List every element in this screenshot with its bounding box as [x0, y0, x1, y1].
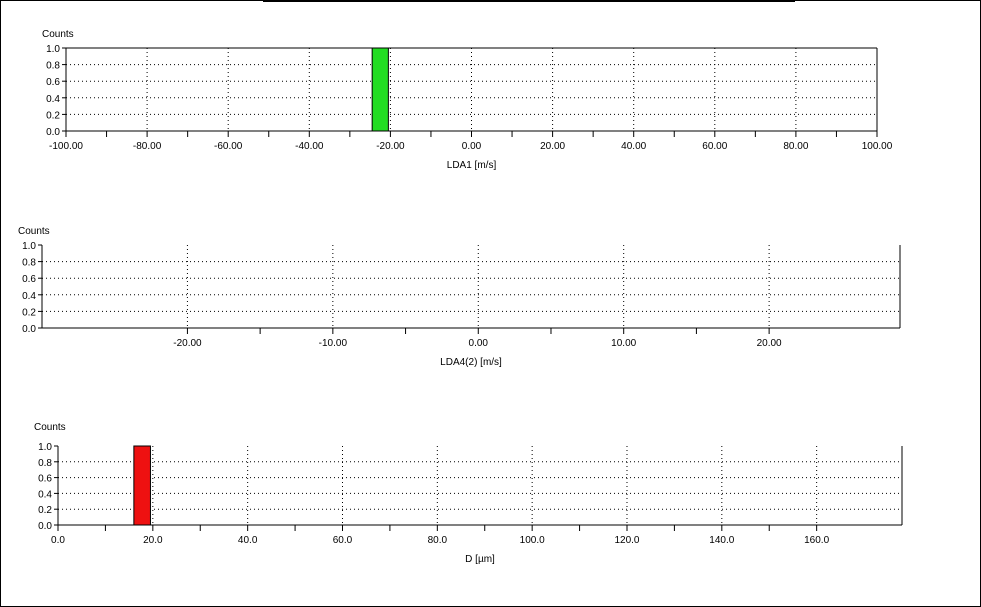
x-tick-label: 10.00	[611, 338, 636, 349]
x-tick-label: -40.00	[295, 141, 324, 152]
y-axis-title: Counts	[34, 422, 66, 433]
window-top-edge	[263, 0, 795, 2]
x-tick-label: 0.00	[462, 141, 482, 152]
chart-panel-2	[38, 244, 901, 334]
x-tick-label: 80.0	[428, 535, 448, 546]
x-axis-title: LDA1 [m/s]	[447, 160, 497, 171]
x-tick-label: 80.00	[783, 141, 808, 152]
y-tick-label: 0.4	[22, 291, 36, 302]
y-tick-label: 1.0	[46, 44, 60, 55]
y-tick-label: 0.0	[46, 127, 60, 138]
x-tick-label: -80.00	[133, 141, 162, 152]
x-tick-label: 100.00	[862, 141, 893, 152]
x-tick-label: 40.0	[238, 535, 258, 546]
y-tick-label: 0.4	[46, 94, 60, 105]
x-tick-label: 20.0	[143, 535, 163, 546]
x-tick-label: 160.0	[804, 535, 829, 546]
y-tick-label: 0.6	[22, 274, 36, 285]
x-tick-label: 60.0	[333, 535, 353, 546]
y-tick-label: 0.2	[22, 307, 36, 318]
chart-panel-1	[62, 47, 878, 137]
x-tick-label: 100.0	[520, 535, 545, 546]
x-tick-label: 0.0	[51, 535, 65, 546]
x-tick-label: -20.00	[173, 338, 202, 349]
x-tick-label: -20.00	[376, 141, 405, 152]
y-axis-title: Counts	[42, 29, 74, 40]
y-axis-title: Counts	[18, 226, 50, 237]
y-tick-label: 0.8	[22, 258, 36, 269]
x-tick-label: -10.00	[319, 338, 348, 349]
x-tick-label: 0.00	[469, 338, 489, 349]
x-tick-label: 60.00	[702, 141, 727, 152]
x-tick-label: 40.00	[621, 141, 646, 152]
x-tick-label: 140.0	[709, 535, 734, 546]
histogram-bar	[133, 445, 151, 526]
x-tick-label: -100.00	[49, 141, 83, 152]
x-axis-title: D [µm]	[465, 554, 495, 565]
y-tick-label: 0.6	[46, 77, 60, 88]
x-tick-label: -60.00	[214, 141, 243, 152]
y-tick-label: 0.4	[38, 489, 52, 500]
y-tick-label: 0.8	[38, 458, 52, 469]
x-tick-label: 120.0	[614, 535, 639, 546]
x-tick-label: 20.00	[540, 141, 565, 152]
x-axis-title: LDA4(2) [m/s]	[440, 357, 502, 368]
x-tick-label: 20.00	[757, 338, 782, 349]
chart-panel-3	[54, 445, 903, 531]
y-tick-label: 1.0	[22, 241, 36, 252]
y-tick-label: 0.2	[46, 110, 60, 121]
y-tick-label: 0.8	[46, 61, 60, 72]
y-tick-label: 0.6	[38, 474, 52, 485]
y-tick-label: 0.0	[22, 324, 36, 335]
y-tick-label: 0.2	[38, 505, 52, 516]
histogram-bar	[371, 47, 389, 132]
y-tick-label: 0.0	[38, 521, 52, 532]
y-tick-label: 1.0	[38, 442, 52, 453]
